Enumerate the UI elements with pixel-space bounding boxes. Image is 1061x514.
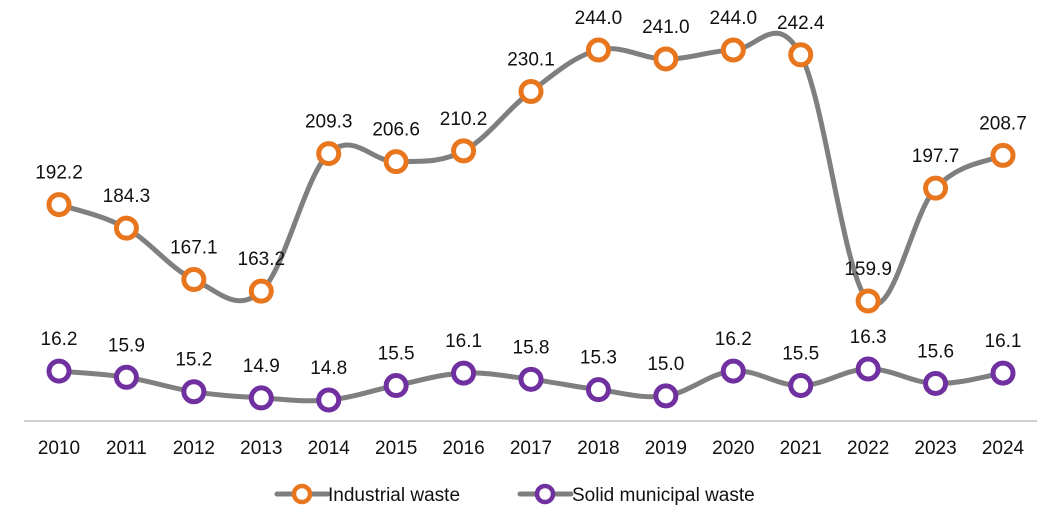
data-label-solid-municipal-waste-2020: 16.2 — [715, 329, 752, 350]
data-point-industrial-waste-2024[interactable] — [990, 142, 1016, 168]
data-label-industrial-waste-2011: 184.3 — [103, 186, 151, 207]
data-label-industrial-waste-2014: 209.3 — [305, 112, 353, 133]
data-label-industrial-waste-2013: 163.2 — [238, 249, 286, 270]
x-tick-label-2023: 2023 — [914, 438, 956, 459]
data-label-solid-municipal-waste-2011: 15.9 — [108, 335, 145, 356]
data-label-industrial-waste-2019: 241.0 — [642, 17, 690, 38]
data-label-solid-municipal-waste-2023: 15.6 — [917, 341, 954, 362]
data-label-industrial-waste-2023: 197.7 — [912, 146, 960, 167]
data-point-solid-municipal-waste-2010[interactable] — [46, 358, 72, 384]
data-point-industrial-waste-2019[interactable] — [653, 46, 679, 72]
data-label-solid-municipal-waste-2010: 16.2 — [41, 329, 78, 350]
x-tick-labels: 2010 2011 2012 2013 2014 2015 2016 2017 2018 2019… — [38, 438, 1025, 459]
data-point-solid-municipal-waste-2017[interactable] — [518, 366, 544, 392]
data-label-industrial-waste-2012: 167.1 — [170, 238, 218, 259]
data-point-industrial-waste-2014[interactable] — [316, 141, 342, 167]
x-tick-label-2015: 2015 — [375, 438, 417, 459]
data-label-solid-municipal-waste-2021: 15.5 — [782, 344, 819, 365]
series-layer: 192.2 184.3 167.1 163.2 209.3 206.6 210.2 230.1… — [35, 8, 1027, 413]
data-label-solid-municipal-waste-2014: 14.8 — [310, 358, 347, 379]
data-label-industrial-waste-2020: 244.0 — [710, 8, 758, 29]
x-tick-label-2017: 2017 — [510, 438, 552, 459]
data-point-solid-municipal-waste-2023[interactable] — [923, 370, 949, 396]
data-point-solid-municipal-waste-2018[interactable] — [585, 377, 611, 403]
x-tick-label-2014: 2014 — [308, 438, 351, 459]
legend-marker-solid-municipal-waste — [534, 483, 556, 505]
legend-marker-industrial-waste — [291, 483, 313, 505]
data-point-industrial-waste-2018[interactable] — [585, 37, 611, 63]
series-industrial-waste: 192.2 184.3 167.1 163.2 209.3 206.6 210.2 230.1… — [35, 8, 1027, 314]
data-point-industrial-waste-2017[interactable] — [518, 78, 544, 104]
x-tick-label-2020: 2020 — [712, 438, 754, 459]
data-point-solid-municipal-waste-2014[interactable] — [316, 387, 342, 413]
data-point-solid-municipal-waste-2012[interactable] — [181, 379, 207, 405]
series-solid-municipal-waste: 16.2 15.9 15.2 14.9 14.8 15.5 16.1 15.8 15.3 15.0… — [41, 327, 1022, 413]
data-label-industrial-waste-2016: 210.2 — [440, 109, 488, 130]
data-label-industrial-waste-2017: 230.1 — [507, 49, 555, 70]
data-label-solid-municipal-waste-2017: 15.8 — [513, 337, 550, 358]
data-point-solid-municipal-waste-2021[interactable] — [788, 373, 814, 399]
data-point-solid-municipal-waste-2013[interactable] — [248, 385, 274, 411]
x-tick-label-2022: 2022 — [847, 438, 889, 459]
data-label-solid-municipal-waste-2013: 14.9 — [243, 356, 280, 377]
legend-label-solid-municipal-waste: Solid municipal waste — [572, 485, 755, 506]
data-label-solid-municipal-waste-2012: 15.2 — [175, 350, 212, 371]
data-point-solid-municipal-waste-2020[interactable] — [720, 358, 746, 384]
data-label-industrial-waste-2015: 206.6 — [372, 120, 420, 141]
data-point-industrial-waste-2010[interactable] — [46, 192, 72, 218]
legend: Industrial waste Solid municipal waste — [274, 483, 755, 506]
data-point-industrial-waste-2022[interactable] — [855, 288, 881, 314]
x-tick-label-2010: 2010 — [38, 438, 80, 459]
data-point-industrial-waste-2012[interactable] — [181, 267, 207, 293]
x-tick-label-2021: 2021 — [780, 438, 822, 459]
data-point-solid-municipal-waste-2024[interactable] — [990, 360, 1016, 386]
data-point-solid-municipal-waste-2019[interactable] — [653, 383, 679, 409]
data-point-solid-municipal-waste-2015[interactable] — [383, 373, 409, 399]
data-label-solid-municipal-waste-2018: 15.3 — [580, 348, 617, 369]
x-tick-label-2016: 2016 — [442, 438, 484, 459]
x-tick-label-2011: 2011 — [106, 438, 147, 459]
data-label-industrial-waste-2021: 242.4 — [777, 13, 825, 34]
legend-item-solid-municipal-waste[interactable]: Solid municipal waste — [517, 483, 755, 506]
x-tick-label-2013: 2013 — [240, 438, 282, 459]
data-label-solid-municipal-waste-2016: 16.1 — [445, 331, 482, 352]
x-tick-label-2024: 2024 — [982, 438, 1025, 459]
data-point-industrial-waste-2011[interactable] — [113, 215, 139, 241]
legend-item-industrial-waste[interactable]: Industrial waste — [274, 483, 460, 506]
data-label-solid-municipal-waste-2022: 16.3 — [850, 327, 887, 348]
data-point-solid-municipal-waste-2011[interactable] — [113, 364, 139, 390]
data-label-solid-municipal-waste-2024: 16.1 — [985, 331, 1022, 352]
data-label-industrial-waste-2024: 208.7 — [979, 113, 1027, 134]
data-label-industrial-waste-2010: 192.2 — [35, 163, 83, 184]
x-tick-label-2018: 2018 — [577, 438, 619, 459]
data-label-industrial-waste-2018: 244.0 — [575, 8, 623, 29]
data-point-industrial-waste-2015[interactable] — [383, 149, 409, 175]
data-label-solid-municipal-waste-2019: 15.0 — [647, 354, 684, 375]
data-point-industrial-waste-2021[interactable] — [788, 42, 814, 68]
data-point-industrial-waste-2013[interactable] — [248, 278, 274, 304]
data-point-solid-municipal-waste-2016[interactable] — [451, 360, 477, 386]
x-tick-label-2019: 2019 — [645, 438, 687, 459]
data-point-industrial-waste-2023[interactable] — [923, 175, 949, 201]
data-point-industrial-waste-2016[interactable] — [451, 138, 477, 164]
data-label-solid-municipal-waste-2015: 15.5 — [378, 344, 415, 365]
data-point-industrial-waste-2020[interactable] — [720, 37, 746, 63]
data-label-industrial-waste-2022: 159.9 — [844, 259, 892, 280]
data-point-solid-municipal-waste-2022[interactable] — [855, 356, 881, 382]
legend-label-industrial-waste: Industrial waste — [328, 485, 460, 506]
x-tick-label-2012: 2012 — [173, 438, 215, 459]
